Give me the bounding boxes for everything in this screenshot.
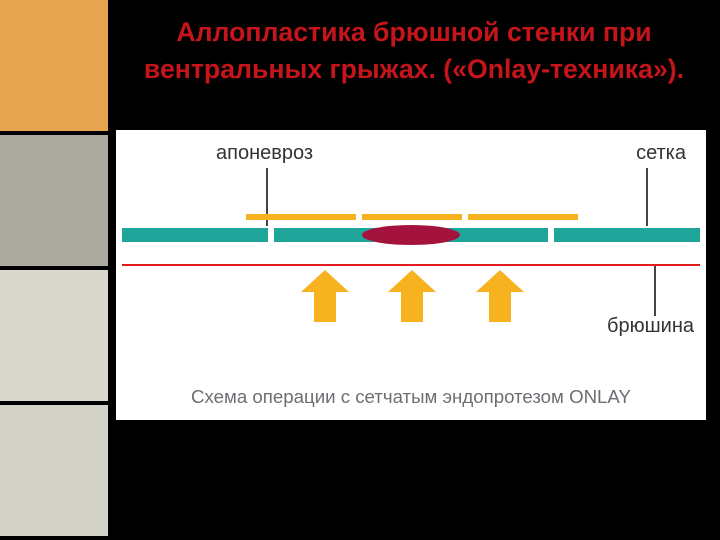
title-line2: вентральных грыжах. («Onlay-техника»).	[108, 51, 720, 88]
sidebar-thumb-1	[0, 0, 108, 135]
arrow-up-icon	[388, 270, 436, 322]
mesh-segment	[468, 214, 578, 220]
label-aponeurosis: апоневроз	[216, 142, 313, 165]
aponeurosis-segment	[122, 228, 268, 242]
diagram: апоневроз сетка брюшина Схема операции с…	[116, 130, 706, 420]
label-mesh: сетка	[636, 142, 686, 165]
aponeurosis-segment	[554, 228, 700, 242]
sidebar-thumb-3	[0, 270, 108, 405]
slide-title: Аллопластика брюшной стенки при вентраль…	[108, 14, 720, 89]
hernia-ellipse	[362, 225, 460, 245]
sidebar-thumb-4	[0, 405, 108, 540]
mesh-segment	[246, 214, 356, 220]
title-line1: Аллопластика брюшной стенки при	[108, 14, 720, 51]
arrow-up-icon	[476, 270, 524, 322]
label-peritoneum: брюшина	[607, 315, 694, 338]
pointer-mesh	[646, 168, 648, 226]
sidebar-thumb-2	[0, 135, 108, 270]
arrow-up-icon	[301, 270, 349, 322]
sidebar	[0, 0, 108, 540]
peritoneum-line	[122, 264, 700, 266]
pointer-peritoneum	[654, 266, 656, 316]
diagram-caption: Схема операции с сетчатым эндопротезом O…	[116, 386, 706, 408]
slide: Аллопластика брюшной стенки при вентраль…	[0, 0, 720, 540]
mesh-segment	[362, 214, 462, 220]
